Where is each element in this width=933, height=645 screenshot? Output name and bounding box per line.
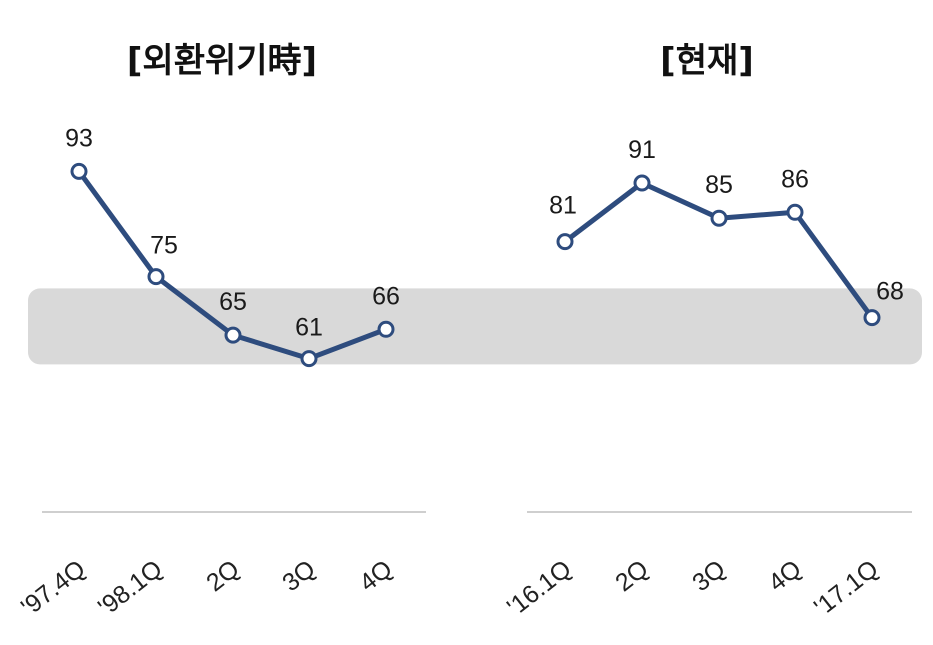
x-tick-label: '17.1Q [809,555,884,622]
data-point [863,309,881,327]
shaded-band [28,288,922,365]
data-point [377,320,395,338]
x-tick-label: 4Q [354,555,398,598]
data-label: 86 [781,165,809,193]
x-tick-label: 3Q [687,555,731,598]
x-tick-label: 2Q [610,555,654,598]
data-label: 81 [549,192,577,220]
data-label: 75 [150,232,178,260]
data-label: 66 [372,282,400,310]
data-label: 68 [876,278,904,306]
data-point [556,233,574,251]
data-point [786,203,804,221]
data-label: 65 [219,288,247,316]
data-label: 91 [628,136,656,164]
data-label: 85 [705,171,733,199]
data-point [70,162,88,180]
data-label: 61 [295,314,323,342]
data-point [633,174,651,192]
x-tick-label: 3Q [277,555,321,598]
x-tick-label: '97.4Q [16,555,91,622]
x-tick-label: '98.1Q [93,555,168,622]
chart-title-right: [현재] [660,41,754,81]
chart-title-left: [외환위기時] [127,41,317,81]
data-point [224,326,242,344]
data-point [710,209,728,227]
x-tick-label: '16.1Q [502,555,577,622]
x-tick-label: 4Q [763,555,807,598]
data-point [147,268,165,286]
data-point [300,350,318,368]
data-label: 93 [65,124,93,152]
x-tick-label: 2Q [201,555,245,598]
